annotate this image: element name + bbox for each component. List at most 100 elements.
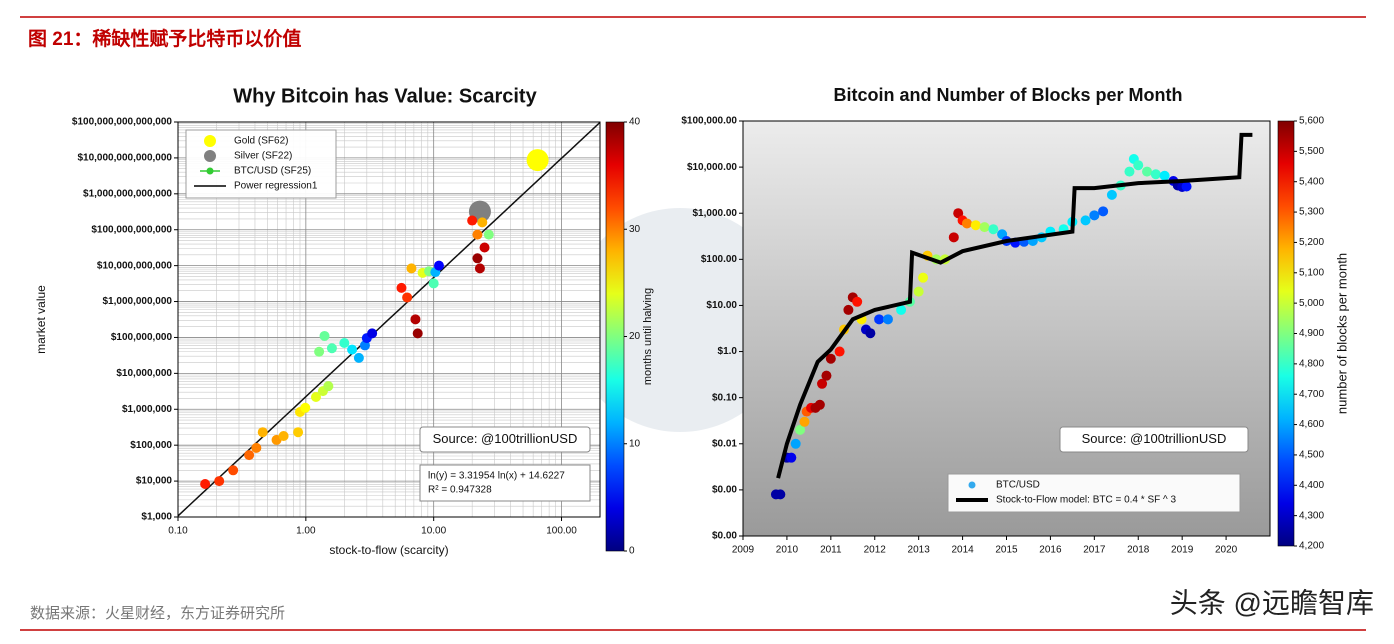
point — [526, 149, 549, 172]
point — [918, 272, 929, 283]
point — [1098, 206, 1109, 217]
point — [1150, 169, 1161, 180]
legend-label: Silver (SF22) — [234, 151, 292, 162]
colorbar-tick-label: 5,300 — [1299, 207, 1324, 218]
point — [1124, 166, 1135, 177]
charts: Why Bitcoin has Value: Scarcity $1,000 $10… — [34, 85, 1349, 557]
x-tick-label: 2010 — [776, 545, 799, 556]
point — [795, 424, 806, 435]
legend-box — [947, 473, 1241, 513]
footer-watermark: 头条 @远瞻智库 — [1170, 587, 1374, 618]
chart: Bitcoin and Number of Blocks per Month $0… — [681, 85, 1349, 556]
legend-marker — [204, 135, 216, 147]
colorbar — [605, 121, 625, 552]
point — [970, 220, 981, 231]
point — [1142, 166, 1153, 177]
y-tick-label: $10,000 — [136, 476, 173, 487]
colorbar-tick-label: 5,500 — [1299, 146, 1324, 157]
y-tick-label: $1,000,000,000 — [102, 296, 172, 307]
colorbar-tick-label: 5,600 — [1299, 116, 1324, 127]
y-tick-label: $0.10 — [712, 392, 737, 403]
point — [396, 282, 407, 293]
colorbar-tick-label: 4,300 — [1299, 510, 1324, 521]
colorbar-tick-label: 4,800 — [1299, 358, 1324, 369]
x-tick-label: 2019 — [1171, 545, 1194, 556]
y-tick-label: $0.01 — [712, 438, 737, 449]
y-tick-label: $1.0 — [718, 346, 738, 357]
point — [834, 346, 845, 357]
point — [326, 343, 337, 354]
y-tick-label: $10,000,000,000,000 — [77, 153, 172, 164]
annotation-box — [419, 426, 591, 453]
x-tick-label: 2012 — [864, 545, 887, 556]
legend-label: BTC/USD (SF25) — [234, 166, 311, 177]
point — [948, 232, 959, 243]
legend-label: Stock-to-Flow model: BTC = 0.4 * SF ^ 3 — [996, 495, 1176, 506]
point — [319, 330, 330, 341]
x-tick-label: 10.00 — [421, 526, 446, 537]
point — [1181, 181, 1192, 192]
colorbar-label: months until halving — [642, 288, 654, 385]
point — [843, 304, 854, 315]
point — [1159, 170, 1170, 181]
point — [472, 229, 483, 240]
point — [821, 370, 832, 381]
legend-marker — [206, 167, 214, 175]
point — [790, 438, 801, 449]
colorbar-tick-label: 4,900 — [1299, 328, 1324, 339]
equation-box — [419, 464, 591, 502]
x-tick-label: 2017 — [1083, 545, 1106, 556]
point — [817, 378, 828, 389]
point — [323, 381, 334, 392]
point — [428, 278, 439, 289]
chart: Why Bitcoin has Value: Scarcity $1,000 $10… — [34, 85, 654, 557]
y-tick-label: $1,000,000 — [122, 404, 172, 415]
legend-label: BTC/USD — [996, 480, 1040, 491]
colorbar-tick-label: 30 — [629, 224, 641, 235]
y-tick-label: $100,000.00 — [681, 116, 737, 127]
colorbar-label: number of blocks per month — [1334, 253, 1349, 414]
point — [367, 328, 378, 339]
point — [472, 253, 483, 264]
point — [1106, 189, 1117, 200]
colorbar-tick-label: 40 — [629, 117, 641, 128]
point — [865, 328, 876, 339]
colorbar-tick-label: 0 — [629, 546, 635, 557]
point — [799, 416, 810, 427]
colorbar-tick-label: 20 — [629, 331, 641, 342]
point — [896, 304, 907, 315]
point — [852, 296, 863, 307]
legend-label: Power regression1 — [234, 181, 318, 192]
point — [314, 346, 325, 357]
x-tick-label: 100.00 — [546, 526, 577, 537]
y-tick-label: $100,000 — [130, 440, 172, 451]
x-tick-label: 2011 — [820, 545, 842, 556]
point — [814, 399, 825, 410]
point — [874, 314, 885, 325]
model-line — [776, 132, 1253, 479]
plot-area — [770, 132, 1253, 500]
x-tick-label: 2020 — [1215, 545, 1238, 556]
point — [1089, 210, 1100, 221]
point — [278, 431, 289, 442]
y-tick-label: $100,000,000 — [111, 332, 173, 343]
point — [293, 427, 304, 438]
y-tick-label: $10,000,000 — [116, 368, 172, 379]
annotation-box — [1059, 426, 1249, 453]
x-tick-label: 2013 — [908, 545, 931, 556]
plot-frame — [742, 120, 1271, 537]
legend-marker — [204, 150, 216, 162]
y-tick-label: $10,000.00 — [687, 162, 737, 173]
point — [786, 452, 797, 463]
point — [979, 222, 990, 233]
point — [300, 402, 311, 413]
point — [244, 450, 255, 461]
y-tick-label: $0.00 — [712, 531, 737, 542]
colorbar-tick-label: 5,000 — [1299, 298, 1324, 309]
r-squared: R² = 0.947328 — [428, 485, 492, 496]
point — [479, 242, 490, 253]
point — [402, 292, 413, 303]
point — [467, 215, 478, 226]
y-tick-label: $1,000 — [141, 512, 172, 523]
